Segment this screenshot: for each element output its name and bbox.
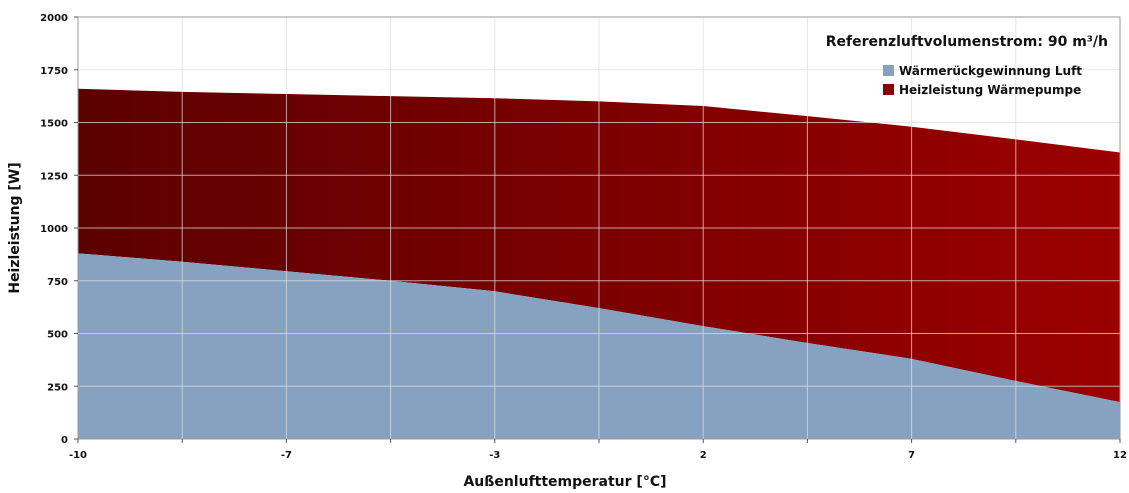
legend-label-heat-recovery: Wärmerückgewinnung Luft (899, 64, 1082, 78)
x-tick-label: 7 (908, 450, 915, 461)
x-tick-label: -3 (489, 450, 500, 461)
y-tick-label: 1250 (40, 171, 68, 182)
y-tick-label: 2000 (40, 13, 68, 24)
x-tick-label: 2 (700, 450, 707, 461)
x-tick-label: -7 (281, 450, 292, 461)
x-axis-title: Außenlufttemperatur [°C] (463, 474, 666, 490)
y-tick-label: 0 (61, 435, 68, 446)
legend-label-heat-pump: Heizleistung Wärmepumpe (899, 83, 1081, 97)
legend-swatch-heat-pump (883, 84, 894, 95)
y-tick-label: 500 (47, 330, 68, 341)
y-tick-label: 1500 (40, 119, 68, 130)
x-tick-label: -10 (69, 450, 87, 461)
y-tick-label: 1750 (40, 66, 68, 77)
y-tick-label: 750 (47, 277, 68, 288)
y-axis-ticks: 0 250 500 750 1000 1250 1500 1750 2000 (40, 13, 78, 446)
legend: Wärmerückgewinnung Luft Heizleistung Wär… (883, 64, 1082, 97)
x-tick-label: 12 (1113, 450, 1127, 461)
y-tick-label: 1000 (40, 224, 68, 235)
reference-airflow-note: Referenzluftvolumenstrom: 90 m³/h (826, 34, 1108, 50)
y-tick-label: 250 (47, 382, 68, 393)
legend-swatch-heat-recovery (883, 65, 894, 76)
y-axis-title: Heizleistung [W] (7, 162, 23, 293)
x-axis-ticks: -10 -7 -3 2 7 12 (69, 439, 1127, 461)
